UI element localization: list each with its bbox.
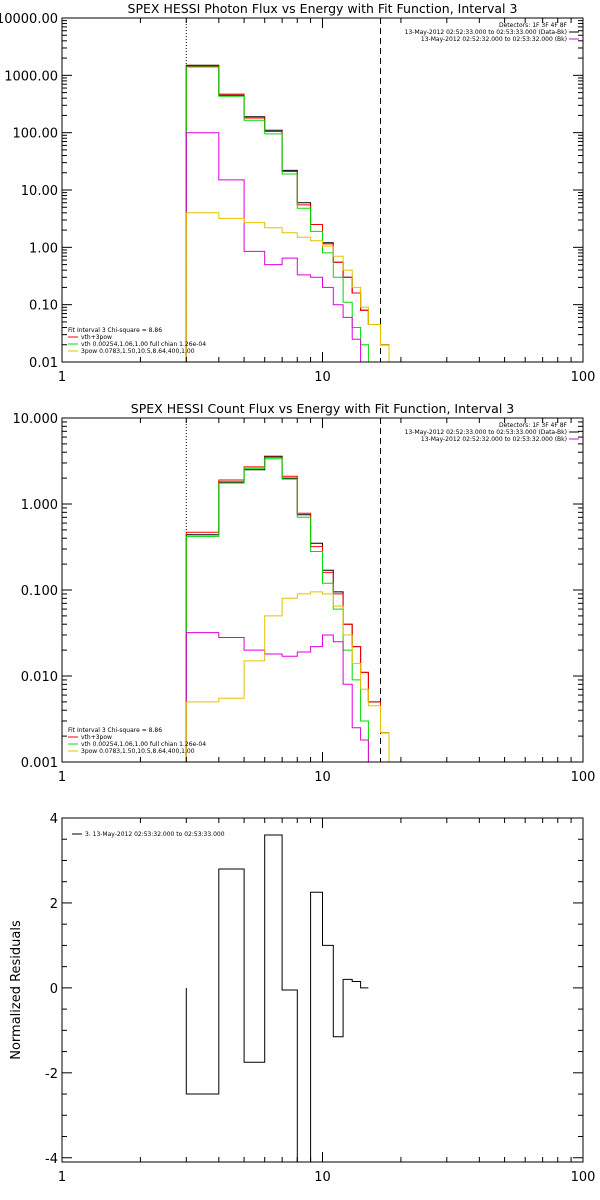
- legend-fit-entry: vth+3pow: [81, 734, 112, 741]
- y-tick-label: 100.00: [13, 127, 59, 142]
- chart-title: SPEX HESSI Photon Flux vs Energy with Fi…: [128, 1, 518, 16]
- chart-title: SPEX HESSI Count Flux vs Energy with Fit…: [131, 401, 514, 416]
- legend-top-entry: 13-May-2012 02:52:32.000 to 02:53:32.000…: [421, 436, 567, 443]
- series-3pow: [185, 212, 401, 363]
- x-tick-label: 10: [314, 370, 331, 385]
- x-tick-label: 100: [571, 370, 596, 385]
- y-tick-label: 0.100: [21, 584, 58, 599]
- y-axis-label: Normalized Residuals: [9, 920, 24, 1060]
- legend-entry: 3. 13-May-2012 02:53:32.000 to 02:53:33.…: [85, 831, 225, 838]
- legend-fit-entry: 3pow 0.0783,1.50,10.5,8.64,400,1.00: [81, 748, 195, 755]
- legend-fit-entry: vth 0.00254,1.06,1.00 full chian 1.26e-0…: [81, 741, 206, 748]
- chart-panel-2: SPEX HESSI Count Flux vs Energy with Fit…: [13, 401, 596, 785]
- y-tick-label: 0.10: [29, 299, 58, 314]
- y-tick-label: 10.00: [21, 184, 58, 199]
- legend-top-entry: Detectors: 1F 3F 4F 8F: [499, 422, 568, 429]
- legend-top-entry: 13-May-2012 02:52:32.000 to 02:53:32.000…: [421, 36, 567, 43]
- chart-panel-3: 1 10 100 -4 -2 0 2 4 Normalized Residuals 3. 13-M…: [9, 812, 595, 1185]
- series-3pow: [185, 591, 401, 763]
- chart-panel-1: SPEX HESSI Photon Flux vs Energy with Fi…: [0, 1, 595, 385]
- y-tick-label: 0.01: [29, 356, 58, 371]
- series-vth-3pow: [185, 66, 401, 363]
- plot-frame: [61, 417, 584, 763]
- y-tick-label: 1000.00: [4, 69, 58, 84]
- x-tick-label: 10: [314, 770, 331, 785]
- y-tick-label: 4: [50, 812, 58, 827]
- legend-top-entry: 13-May-2012 02:52:33.000 to 02:53:33.000…: [405, 429, 567, 436]
- y-tick-label: 10.000: [13, 412, 59, 427]
- y-tick-label: 0.010: [21, 670, 58, 685]
- plot-frame: [61, 17, 584, 363]
- legend-fit-entry: vth 0.00254,1.06,1.00 full chian 1.26e-0…: [81, 341, 206, 348]
- legend-fit-entry: 3pow 0.0783,1.50,10.5,8.64,400,1.00: [81, 348, 195, 355]
- legend-top-entry: 13-May-2012 02:52:33.000 to 02:53:33.000…: [405, 29, 567, 36]
- legend-top-entry: Detectors: 1F 3F 4F 8F: [499, 22, 568, 29]
- y-tick-label: 2: [50, 897, 58, 912]
- y-tick-label: 0.001: [21, 756, 58, 771]
- series-vth-3pow: [185, 458, 401, 763]
- y-tick-label: 0: [50, 982, 58, 997]
- series-vth: [185, 632, 401, 763]
- y-tick-label: 1.00: [29, 241, 58, 256]
- legend-fit-header: Fit Interval 3 Chi-square = 8.86: [68, 727, 162, 734]
- y-tick-label: -4: [45, 1152, 58, 1167]
- x-tick-label: 10: [314, 1170, 331, 1185]
- plot-frame: [61, 817, 584, 1163]
- legend-fit-header: Fit Interval 3 Chi-square = 8.86: [68, 327, 162, 334]
- legend-fit-entry: vth+3pow: [81, 334, 112, 341]
- series-residuals: [185, 834, 369, 1163]
- y-tick-label: -2: [45, 1067, 58, 1082]
- x-tick-label: 1: [58, 1170, 66, 1185]
- series-vth: [185, 132, 401, 363]
- y-tick-label: 1.000: [21, 498, 58, 513]
- x-tick-label: 1: [58, 770, 66, 785]
- x-tick-label: 100: [571, 1170, 596, 1185]
- x-tick-label: 100: [571, 770, 596, 785]
- x-tick-label: 1: [58, 370, 66, 385]
- y-tick-label: 10000.00: [0, 12, 58, 27]
